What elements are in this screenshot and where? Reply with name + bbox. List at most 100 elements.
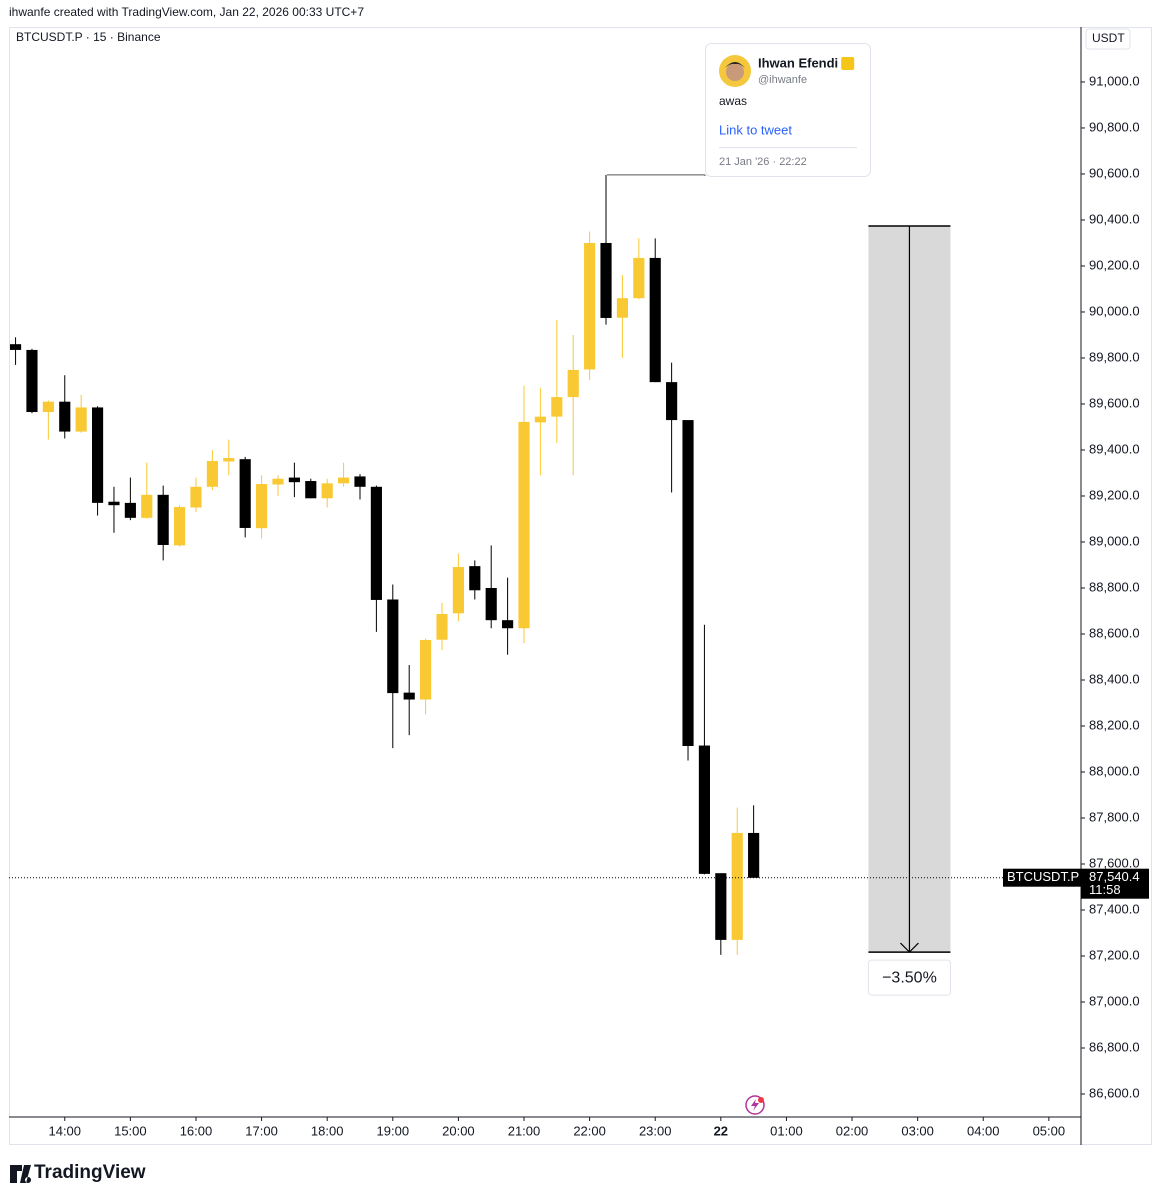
- y-tick-label: 88,200.0: [1089, 717, 1140, 732]
- x-tick-label: 20:00: [442, 1123, 475, 1138]
- y-tick-label: 87,400.0: [1089, 901, 1140, 916]
- candle-body: [157, 494, 169, 545]
- candle-body: [403, 692, 415, 700]
- candle-body: [616, 298, 628, 318]
- candle-body: [584, 242, 596, 370]
- candle-body: [551, 397, 563, 417]
- x-tick-label: 17:00: [245, 1123, 278, 1138]
- plot: 86,600.0 86,800.0 87,000.0 87,200.0 87,400.0…: [9, 73, 1149, 1138]
- event-dot: [758, 1097, 764, 1103]
- candle-body: [108, 501, 120, 506]
- tweet-text: awas: [719, 94, 747, 108]
- candle-body: [518, 421, 530, 629]
- candle-body: [223, 458, 235, 462]
- x-tick-label: 04:00: [967, 1123, 1000, 1138]
- x-tick-label: 03:00: [901, 1123, 934, 1138]
- x-tick-label: 22:00: [573, 1123, 606, 1138]
- y-tick-label: 88,800.0: [1089, 579, 1140, 594]
- logo-text: TradingView: [34, 1162, 146, 1183]
- candle-body: [141, 494, 153, 518]
- candle-body: [338, 477, 350, 484]
- candle-body: [649, 257, 661, 383]
- candle-body: [190, 486, 202, 508]
- x-tick-label: 18:00: [311, 1123, 344, 1138]
- candle-body: [272, 478, 284, 485]
- unit-box: [1085, 28, 1131, 50]
- candle-body: [206, 461, 218, 487]
- y-tick-label: 91,000.0: [1089, 73, 1140, 88]
- y-tick-label: 87,000.0: [1089, 993, 1140, 1008]
- candle-body: [567, 369, 579, 398]
- avatar-hair: [725, 62, 745, 68]
- logo-icon: [10, 1165, 32, 1183]
- candle-body: [731, 832, 743, 940]
- frame: [9, 27, 1152, 1145]
- x-tick-label: 02:00: [836, 1123, 869, 1138]
- countdown: 11:58: [1089, 882, 1121, 897]
- last-price-symbol-box: [1003, 868, 1081, 887]
- candle-body: [666, 382, 678, 421]
- header: ihwanfe created with TradingView.com, Ja…: [9, 5, 364, 19]
- x-tick-label: 19:00: [377, 1123, 410, 1138]
- candle-body: [502, 620, 514, 629]
- y-tick-label: 88,400.0: [1089, 671, 1140, 686]
- candle-body: [485, 587, 497, 621]
- measure-label: −3.50%: [882, 969, 937, 986]
- y-tick-label: 89,200.0: [1089, 487, 1140, 502]
- y-tick-label: 87,200.0: [1089, 947, 1140, 962]
- candle-body: [124, 502, 136, 518]
- x-tick-label: 01:00: [770, 1123, 803, 1138]
- y-tick-label: 89,600.0: [1089, 395, 1140, 410]
- x-tick-label: 15:00: [114, 1123, 147, 1138]
- candle-body: [436, 613, 448, 640]
- y-tick-label: 87,800.0: [1089, 809, 1140, 824]
- verified-badge: [841, 57, 855, 70]
- symbol-title: BTCUSDT.P · 15 · Binance: [16, 30, 161, 44]
- y-tick-label: 88,600.0: [1089, 625, 1140, 640]
- candle-body: [59, 401, 71, 432]
- x-tick-label: 16:00: [180, 1123, 213, 1138]
- event-icon-bolt: [751, 1099, 759, 1111]
- candle-body: [633, 257, 645, 299]
- y-tick-label: 89,000.0: [1089, 533, 1140, 548]
- y-unit: USDT: [1092, 31, 1125, 45]
- candle-body: [239, 459, 251, 528]
- avatar-face: [726, 63, 744, 81]
- candle-body: [91, 407, 104, 503]
- y-tick-label: 87,600.0: [1089, 855, 1140, 870]
- candle-body: [469, 566, 481, 591]
- y-tick-label: 90,600.0: [1089, 165, 1140, 180]
- tweet-handle: @ihwanfe: [758, 74, 807, 86]
- candle-body: [600, 242, 612, 318]
- last-price-box: [1081, 868, 1149, 899]
- measure-arrowhead: [900, 942, 919, 953]
- y-tick-label: 86,600.0: [1089, 1085, 1140, 1100]
- candle-body: [173, 507, 186, 546]
- candle-body: [715, 873, 727, 940]
- tweet-link[interactable]: Link to tweet: [719, 122, 792, 137]
- x-tick-label: 05:00: [1033, 1123, 1066, 1138]
- tweet-card[interactable]: Ihwan Efendi @ihwanfe awas Link to tweet…: [705, 43, 871, 177]
- candle-body: [354, 476, 366, 487]
- x-tick-label: 21:00: [508, 1123, 541, 1138]
- y-tick-label: 89,800.0: [1089, 349, 1140, 364]
- candle-body: [682, 420, 694, 746]
- last-price-symbol: BTCUSDT.P: [1007, 869, 1079, 884]
- y-tick-label: 88,000.0: [1089, 763, 1140, 778]
- y-tick-label: 89,400.0: [1089, 441, 1140, 456]
- y-tick-label: 90,000.0: [1089, 303, 1140, 318]
- candle-body: [305, 481, 317, 499]
- y-tick-label: 90,200.0: [1089, 257, 1140, 272]
- y-tick-label: 86,800.0: [1089, 1039, 1140, 1054]
- candle-body: [75, 407, 87, 432]
- candle-body: [387, 599, 399, 694]
- x-tick-label: 14:00: [48, 1123, 81, 1138]
- tweet-name: Ihwan Efendi: [758, 55, 838, 70]
- x-tick-label: 23:00: [639, 1123, 672, 1138]
- tweet-date: 21 Jan '26 · 22:22: [719, 156, 807, 168]
- y-tick-label: 90,400.0: [1089, 211, 1140, 226]
- candle-body: [748, 832, 760, 878]
- candle-body: [452, 567, 464, 614]
- last-price-label: 87,540.4: [1089, 869, 1140, 884]
- candle-body: [256, 484, 268, 529]
